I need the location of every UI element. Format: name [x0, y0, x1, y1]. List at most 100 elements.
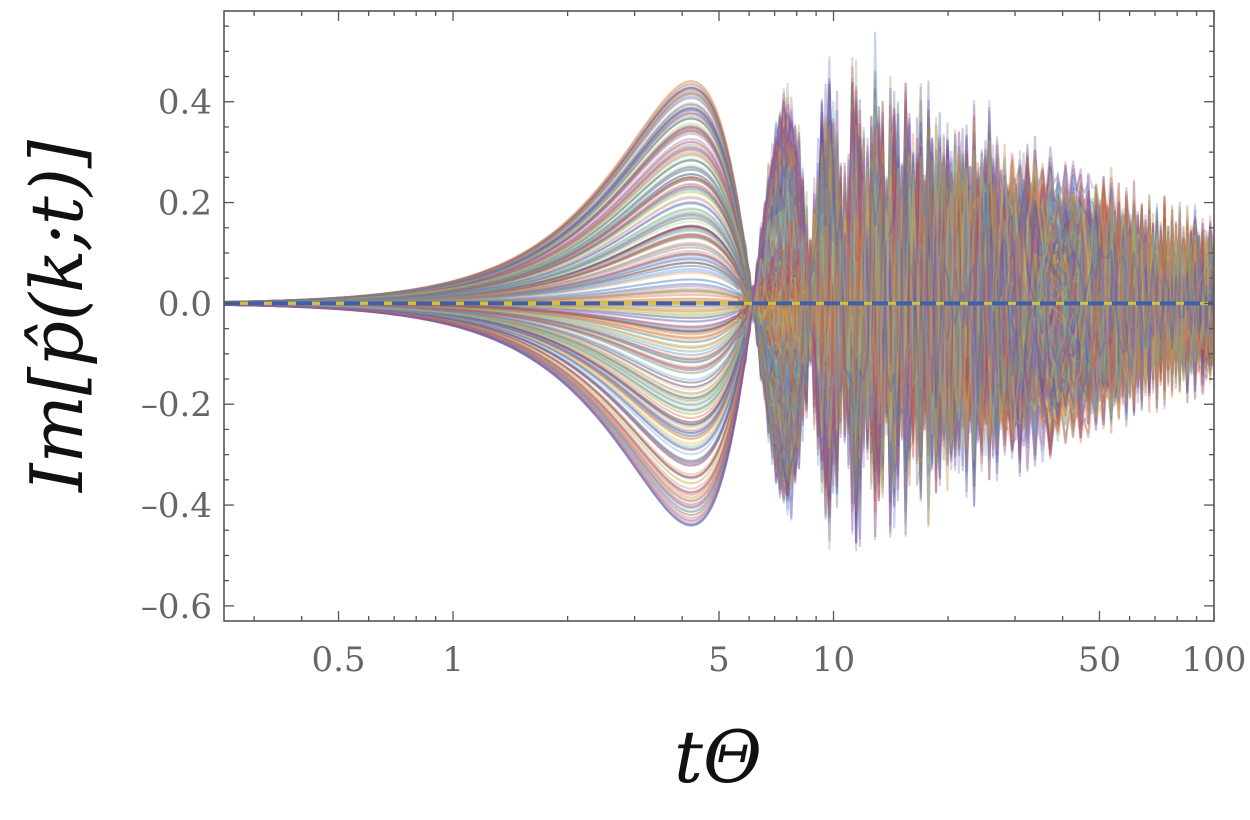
ensemble-curve [224, 153, 1214, 479]
ensemble-curve [224, 121, 1214, 499]
ensemble-curve [224, 166, 1214, 464]
ensemble-curve [224, 126, 1214, 475]
ensemble-curve [224, 162, 1214, 453]
ensemble-curve [224, 120, 1214, 496]
ensemble-curve [224, 101, 1214, 510]
ensemble-curve [224, 176, 1214, 455]
x-tick-label: 1 [442, 640, 464, 680]
ensemble-curve [224, 117, 1214, 488]
ensemble-curve [224, 189, 1214, 427]
ensemble-curve [224, 132, 1214, 461]
ensemble-curve [224, 144, 1214, 475]
ensemble-curve [224, 146, 1214, 485]
ensemble-curve [224, 100, 1214, 520]
y-tick-label: –0.6 [141, 587, 212, 627]
ensemble-curve [224, 129, 1214, 502]
ensemble-curves [224, 31, 1214, 552]
ensemble-curve [224, 194, 1214, 408]
ensemble-curve [224, 92, 1214, 481]
ensemble-curve [224, 117, 1214, 471]
ensemble-curve [224, 188, 1214, 404]
ensemble-curve [224, 127, 1214, 504]
ensemble-curve [224, 153, 1214, 492]
ensemble-curve [224, 126, 1214, 469]
ensemble-curve [224, 162, 1214, 464]
ensemble-curve [224, 156, 1214, 444]
ensemble-curve [224, 190, 1214, 432]
ensemble-curve [224, 235, 1214, 357]
ensemble-curve [224, 231, 1214, 370]
ensemble-curve [224, 125, 1214, 462]
ensemble-curve [224, 196, 1214, 391]
ensemble-curve [224, 116, 1214, 513]
ensemble-curve [224, 207, 1214, 412]
ensemble-curve [224, 104, 1214, 499]
ensemble-curve [224, 83, 1214, 538]
ensemble-curve [224, 144, 1214, 470]
axis-ticks [224, 11, 1215, 621]
ensemble-curve [224, 198, 1214, 423]
ensemble-curve [224, 158, 1214, 447]
ensemble-curve [224, 231, 1214, 374]
ensemble-curve [224, 149, 1214, 463]
ensemble-curve [224, 210, 1214, 408]
ensemble-curve [224, 215, 1214, 385]
ensemble-curve [224, 139, 1214, 469]
ensemble-curve [224, 84, 1214, 530]
ensemble-curve [224, 159, 1214, 431]
ensemble-curve [224, 185, 1214, 413]
ensemble-curve [224, 96, 1214, 527]
ensemble-curve [224, 140, 1214, 438]
ensemble-curve [224, 126, 1214, 479]
ensemble-curve [224, 224, 1214, 382]
ensemble-curve [224, 154, 1214, 468]
ensemble-curve [224, 205, 1214, 412]
ensemble-curve [224, 204, 1214, 383]
ensemble-curve [224, 145, 1214, 451]
ensemble-curve [224, 151, 1214, 455]
ensemble-curve [224, 123, 1214, 467]
ensemble-curve [224, 125, 1214, 491]
ensemble-curve [224, 108, 1214, 488]
ensemble-curve [224, 136, 1214, 459]
ensemble-curve [224, 103, 1214, 547]
ensemble-curve [224, 191, 1214, 442]
ensemble-curve [224, 136, 1214, 493]
ensemble-curve [224, 104, 1214, 490]
ensemble-curve [224, 109, 1214, 489]
ensemble-curve [224, 109, 1214, 492]
ensemble-curve [224, 125, 1214, 458]
ensemble-curve [224, 134, 1214, 455]
ensemble-curve [224, 234, 1214, 381]
ensemble-curve [224, 159, 1214, 490]
ensemble-curve [224, 173, 1214, 433]
ensemble-curve [224, 131, 1214, 464]
ensemble-curve [224, 99, 1214, 504]
ensemble-curve [224, 158, 1214, 427]
ensemble-curve [224, 85, 1214, 505]
ensemble-curve [224, 127, 1214, 484]
ensemble-curve [224, 97, 1214, 504]
ensemble-curve [224, 90, 1214, 500]
ensemble-curve [224, 168, 1214, 440]
ensemble-curve [224, 245, 1214, 358]
ensemble-curve [224, 158, 1214, 463]
ensemble-curve [224, 103, 1214, 511]
ensemble-curve [224, 135, 1214, 503]
ensemble-curve [224, 79, 1214, 497]
ensemble-curve [224, 154, 1214, 454]
ensemble-curve [224, 125, 1214, 510]
ensemble-curve [224, 158, 1214, 441]
ensemble-curve [224, 204, 1214, 416]
ensemble-curve [224, 115, 1214, 459]
y-tick-label: –0.4 [141, 486, 212, 526]
ensemble-curve [224, 191, 1214, 412]
ensemble-curve [224, 103, 1214, 493]
ensemble-curve [224, 165, 1214, 463]
ensemble-curve [224, 186, 1214, 432]
ensemble-curve [224, 102, 1214, 480]
ensemble-curve [224, 206, 1214, 391]
ensemble-curve [224, 246, 1214, 358]
ensemble-curve [224, 108, 1214, 494]
ensemble-curve [224, 128, 1214, 503]
